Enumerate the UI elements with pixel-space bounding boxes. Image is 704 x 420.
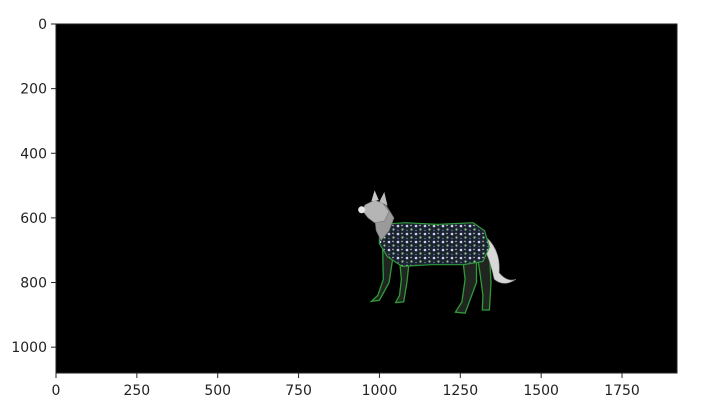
plot-area bbox=[56, 24, 677, 373]
x-tick-label: 0 bbox=[52, 383, 61, 399]
plot-background bbox=[56, 24, 677, 373]
y-tick-label: 800 bbox=[20, 276, 47, 292]
y-axis: 0 200 400 600 800 1000 bbox=[11, 17, 56, 356]
x-tick-label: 1250 bbox=[442, 383, 478, 399]
y-tick-label: 0 bbox=[38, 17, 47, 33]
x-tick-label: 250 bbox=[123, 383, 150, 399]
y-tick-label: 1000 bbox=[11, 340, 47, 356]
wolf-ear-left bbox=[371, 190, 379, 202]
wolf-snout bbox=[358, 206, 366, 214]
y-tick-label: 200 bbox=[20, 82, 47, 98]
wolf-head bbox=[362, 199, 390, 224]
image-content bbox=[358, 190, 517, 314]
wolf-tail bbox=[482, 236, 517, 284]
x-tick-label: 1500 bbox=[523, 383, 559, 399]
x-tick-label: 750 bbox=[285, 383, 312, 399]
x-axis: 0 250 500 750 1000 1250 1500 1750 bbox=[52, 373, 640, 399]
x-tick-label: 500 bbox=[204, 383, 231, 399]
axes-spines bbox=[55, 23, 678, 374]
y-tick-label: 400 bbox=[20, 146, 47, 162]
wolf-ear-right bbox=[379, 192, 388, 206]
wolf-body bbox=[378, 222, 491, 268]
x-tick-label: 1750 bbox=[604, 383, 640, 399]
y-tick-label: 600 bbox=[20, 211, 47, 227]
x-tick-label: 1000 bbox=[362, 383, 398, 399]
